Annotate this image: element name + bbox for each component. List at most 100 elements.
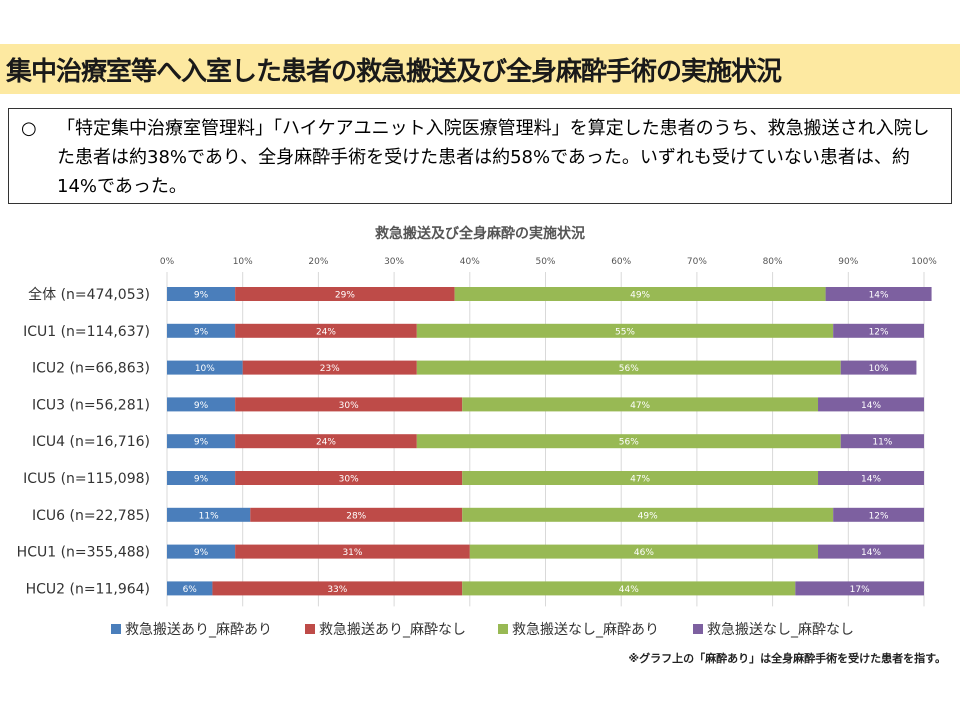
bar-segment <box>833 323 924 338</box>
category-label: ICU2 (n=66,863) <box>32 361 150 377</box>
bar-segment <box>235 287 455 301</box>
page-title: 集中治療室等へ入室した患者の救急搬送及び全身麻酔手術の実施状況 <box>0 44 960 94</box>
data-label: 14% <box>861 548 881 558</box>
bar-segment <box>235 544 470 559</box>
bar-segment <box>235 471 463 485</box>
data-label: 9% <box>194 401 209 411</box>
data-label: 10% <box>195 364 215 374</box>
summary-text: 「特定集中治療室管理料」「ハイケアユニット入院医療管理料」を算定した患者のうち、… <box>57 118 930 197</box>
bar-segment <box>212 581 463 596</box>
bar-segment <box>833 507 924 522</box>
data-label: 12% <box>869 327 889 337</box>
x-tick-label: 90% <box>838 257 858 267</box>
bar-segment <box>167 323 236 338</box>
bar-segment <box>235 397 463 412</box>
data-label: 29% <box>335 291 355 301</box>
data-label: 56% <box>619 364 639 374</box>
bar-segment <box>462 581 796 596</box>
bar-segment <box>462 471 819 485</box>
bar-segment <box>462 397 819 412</box>
bar-segment <box>167 581 213 596</box>
stacked-bar-chart: 救急搬送及び全身麻酔の実施状況 0% 10% 20% 30% 40% 50% 60% 70% 80… <box>17 225 938 638</box>
data-label: 47% <box>630 401 650 411</box>
data-label: 49% <box>638 511 658 521</box>
data-label: 33% <box>327 585 347 595</box>
bar-segment <box>840 434 924 449</box>
data-label: 55% <box>615 327 635 337</box>
x-tick-label: 70% <box>687 257 707 267</box>
category-label: HCU2 (n=11,964) <box>26 581 150 597</box>
bar-segment <box>167 471 236 485</box>
legend-swatch <box>111 624 121 634</box>
legend-swatch <box>305 624 315 634</box>
data-label: 24% <box>316 438 336 448</box>
category-label: ICU5 (n=115,098) <box>23 471 150 487</box>
data-label: 44% <box>619 585 639 595</box>
data-label: 9% <box>194 291 209 301</box>
category-label: HCU1 (n=355,488) <box>17 545 150 561</box>
data-label: 28% <box>346 511 366 521</box>
bar-segment <box>167 397 236 412</box>
bar-segment <box>242 360 417 375</box>
data-label: 31% <box>342 548 362 558</box>
bar-segment <box>795 581 924 596</box>
bar-segment <box>454 287 826 301</box>
data-label: 47% <box>630 475 650 485</box>
bar-segment <box>167 287 236 301</box>
category-label: ICU4 (n=16,716) <box>32 434 150 450</box>
x-tick-label: 30% <box>384 257 404 267</box>
category-label: ICU3 (n=56,281) <box>32 397 150 413</box>
bar-segment <box>250 507 463 522</box>
data-label: 24% <box>316 327 336 337</box>
data-label: 12% <box>869 511 889 521</box>
summary-bullet: ○ <box>21 118 37 139</box>
bar-segment <box>416 434 841 449</box>
legend-label: 救急搬送あり_麻酔あり <box>125 622 272 638</box>
bar-segment <box>167 434 236 449</box>
bar-segment <box>818 544 924 559</box>
x-tick-label: 80% <box>763 257 783 267</box>
data-label: 30% <box>339 475 359 485</box>
data-label: 11% <box>199 511 219 521</box>
legend-label: 救急搬送なし_麻酔あり <box>512 622 659 638</box>
bar-segment <box>235 434 417 449</box>
x-tick-label: 60% <box>611 257 631 267</box>
bar-segment <box>167 360 243 375</box>
bar-segment <box>818 471 924 485</box>
data-label: 49% <box>630 291 650 301</box>
x-tick-label: 10% <box>233 257 253 267</box>
data-label: 56% <box>619 438 639 448</box>
data-label: 10% <box>869 364 889 374</box>
category-label: 全体 (n=474,053) <box>28 286 150 303</box>
data-label: 9% <box>194 327 209 337</box>
bar-segment <box>469 544 819 559</box>
bar-segment <box>462 507 834 522</box>
x-tick-label: 100% <box>911 257 937 267</box>
data-label: 17% <box>850 585 870 595</box>
bar-segment <box>235 323 417 338</box>
legend-label: 救急搬送あり_麻酔なし <box>319 622 466 638</box>
data-label: 9% <box>194 548 209 558</box>
chart-title: 救急搬送及び全身麻酔の実施状況 <box>375 225 585 242</box>
bar-segment <box>167 544 236 559</box>
bar-segment <box>818 397 924 412</box>
bar-segment <box>840 360 917 375</box>
legend-swatch <box>498 624 508 634</box>
data-label: 23% <box>320 364 340 374</box>
x-tick-label: 0% <box>160 257 175 267</box>
summary-box: ○ 「特定集中治療室管理料」「ハイケアユニット入院医療管理料」を算定した患者のう… <box>8 108 952 204</box>
data-label: 9% <box>194 475 209 485</box>
data-label: 6% <box>183 585 198 595</box>
category-label: ICU6 (n=22,785) <box>32 508 150 524</box>
data-label: 9% <box>194 438 209 448</box>
category-label: ICU1 (n=114,637) <box>23 324 150 340</box>
data-label: 30% <box>339 401 359 411</box>
bar-segment <box>416 360 841 375</box>
data-label: 14% <box>861 475 881 485</box>
data-label: 11% <box>872 438 892 448</box>
bar-segment <box>825 287 932 301</box>
bar-segment <box>167 507 251 522</box>
footnote: ※グラフ上の「麻酔あり」は全身麻酔手術を受けた患者を指す。 <box>628 652 946 665</box>
x-tick-label: 20% <box>308 257 328 267</box>
x-tick-label: 40% <box>460 257 480 267</box>
